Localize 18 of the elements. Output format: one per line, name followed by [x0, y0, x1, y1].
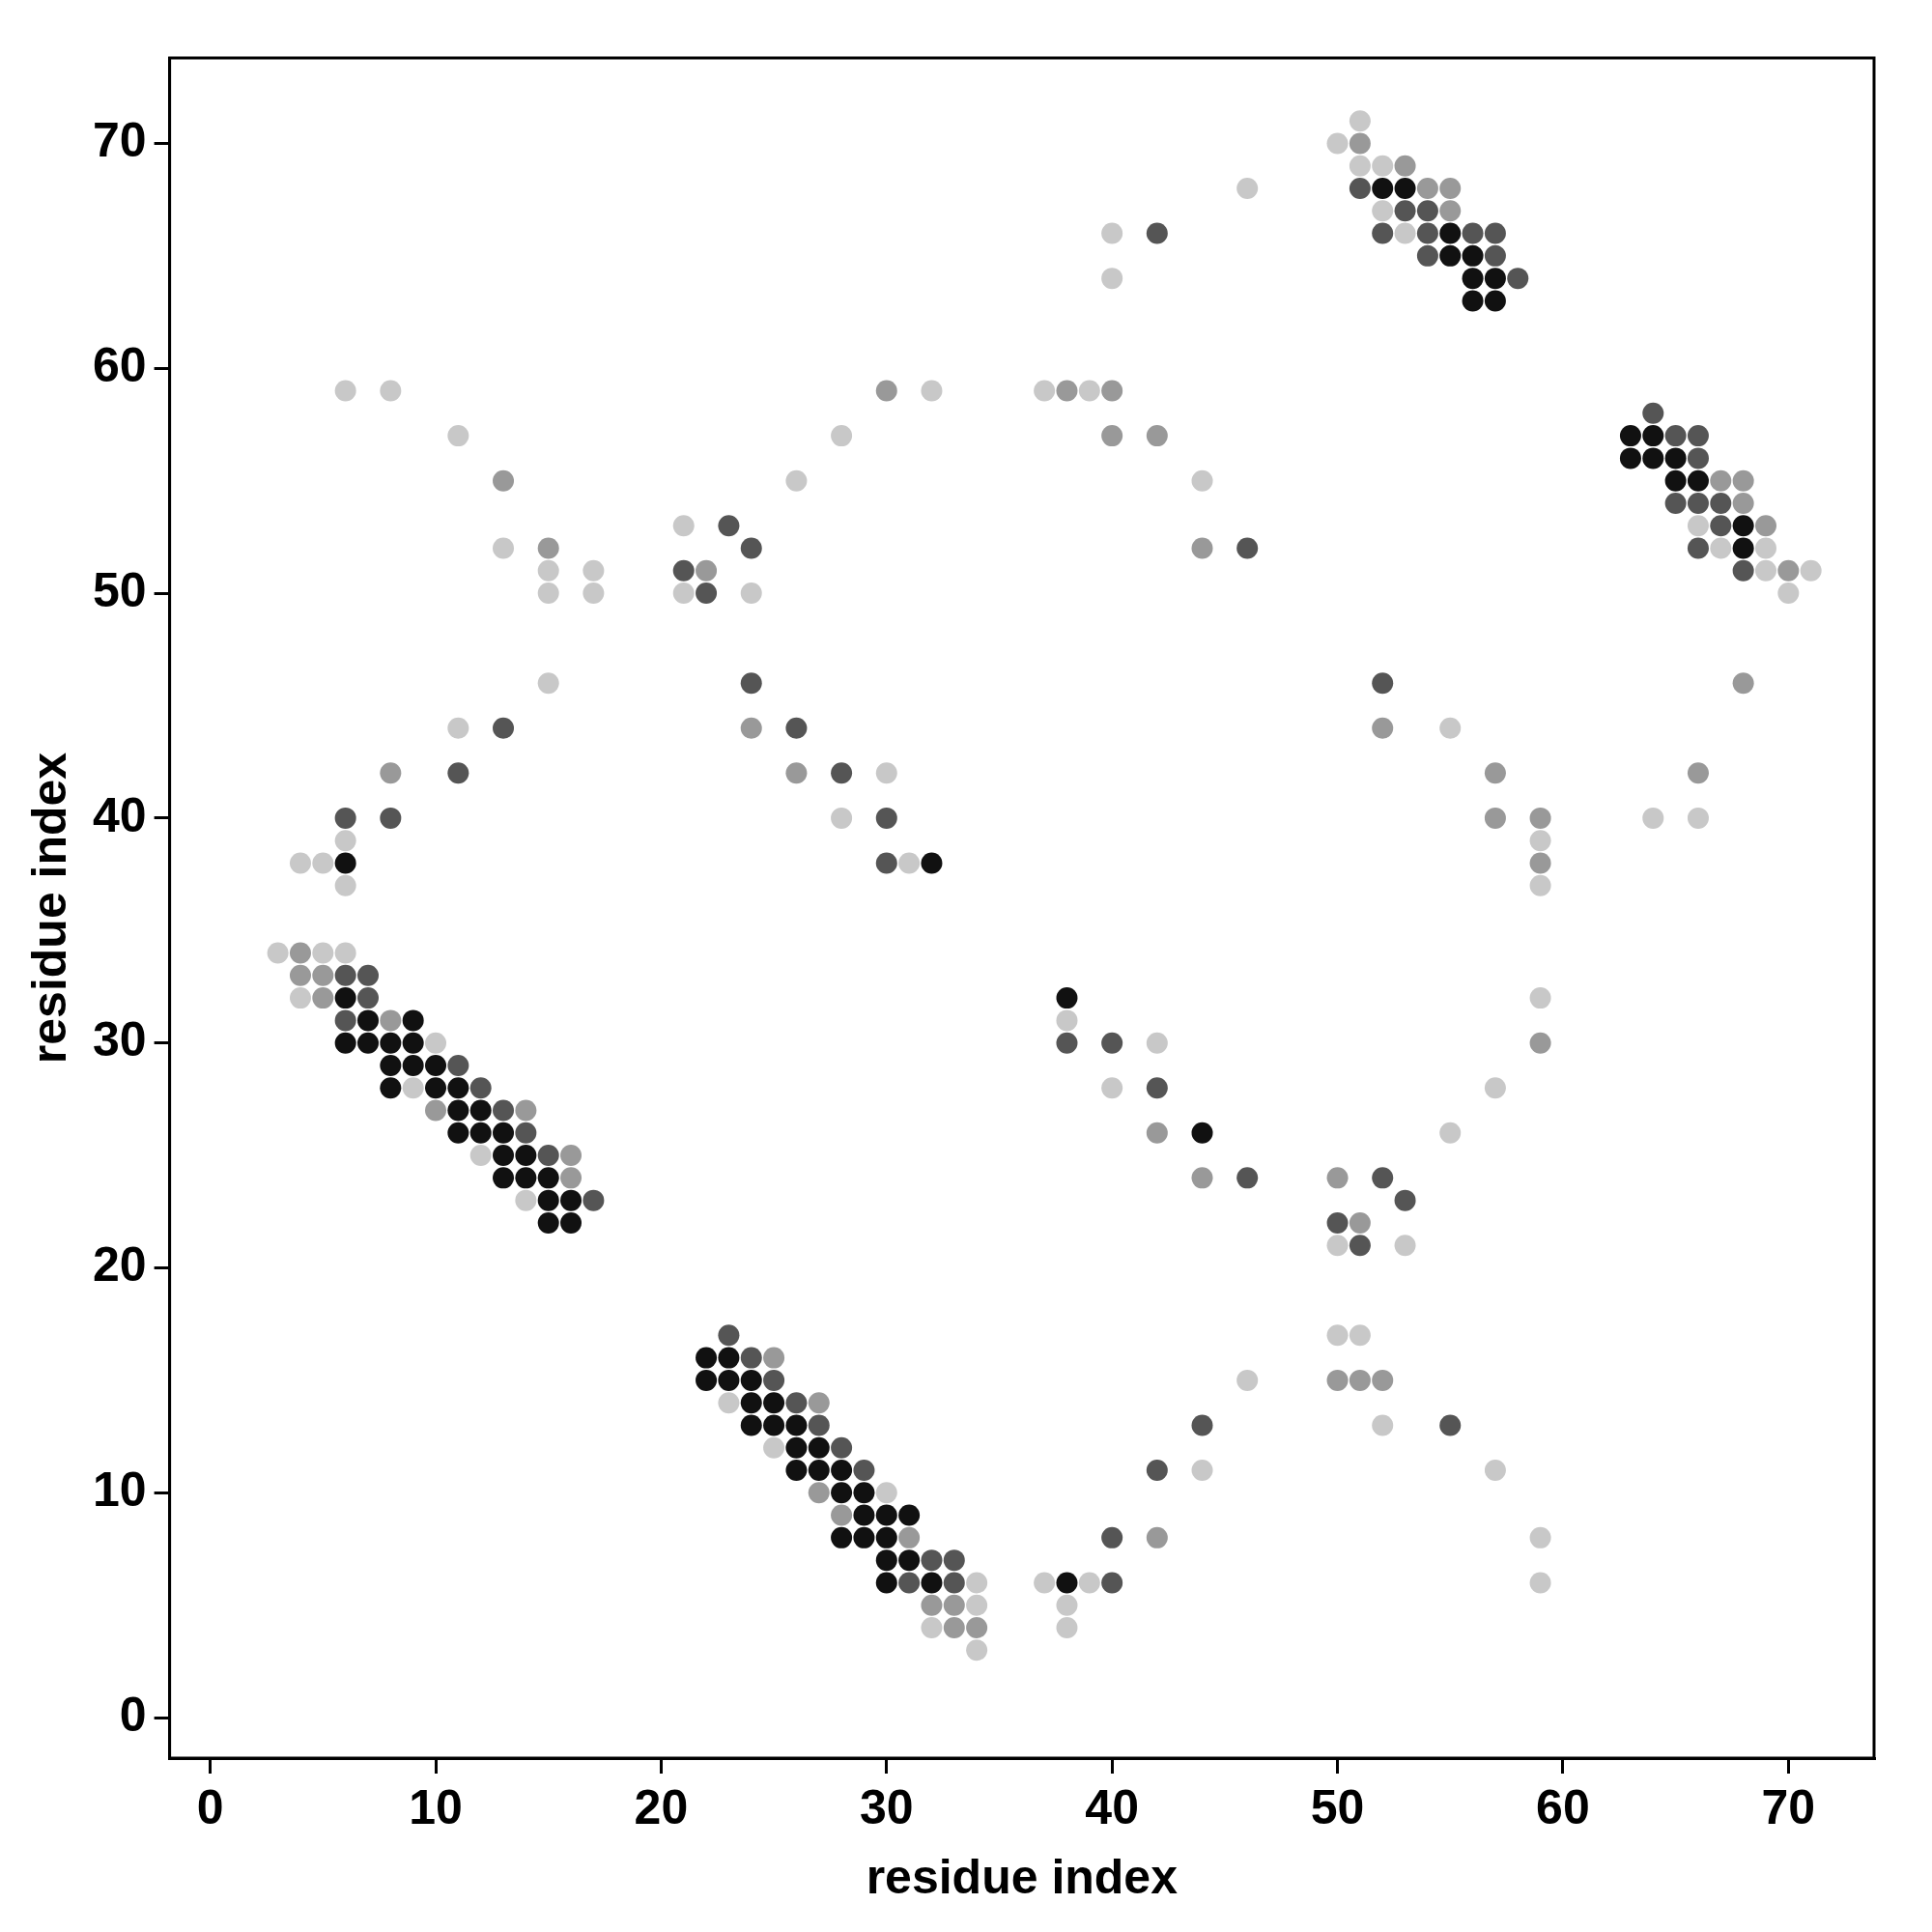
x-tick-label: 0 — [196, 1779, 224, 1834]
y-tick-label: 40 — [92, 787, 147, 842]
y-axis-title: residue index — [21, 752, 76, 1065]
y-tick-label: 70 — [92, 113, 147, 168]
x-tick-label: 30 — [859, 1779, 914, 1834]
y-tick-label: 20 — [92, 1237, 147, 1293]
x-tick-label: 10 — [409, 1779, 463, 1834]
x-tick-label: 60 — [1536, 1779, 1590, 1834]
x-axis-title: residue index — [866, 1849, 1179, 1904]
y-tick-label: 50 — [92, 562, 147, 617]
x-tick-label: 70 — [1761, 1779, 1816, 1834]
x-tick-label: 20 — [634, 1779, 689, 1834]
y-tick-label: 30 — [92, 1012, 147, 1067]
y-tick-label: 10 — [92, 1463, 147, 1518]
x-tick-label: 40 — [1085, 1779, 1139, 1834]
x-tick-label: 50 — [1310, 1779, 1365, 1834]
y-tick-label: 60 — [92, 338, 147, 393]
y-tick-label: 0 — [119, 1687, 147, 1742]
